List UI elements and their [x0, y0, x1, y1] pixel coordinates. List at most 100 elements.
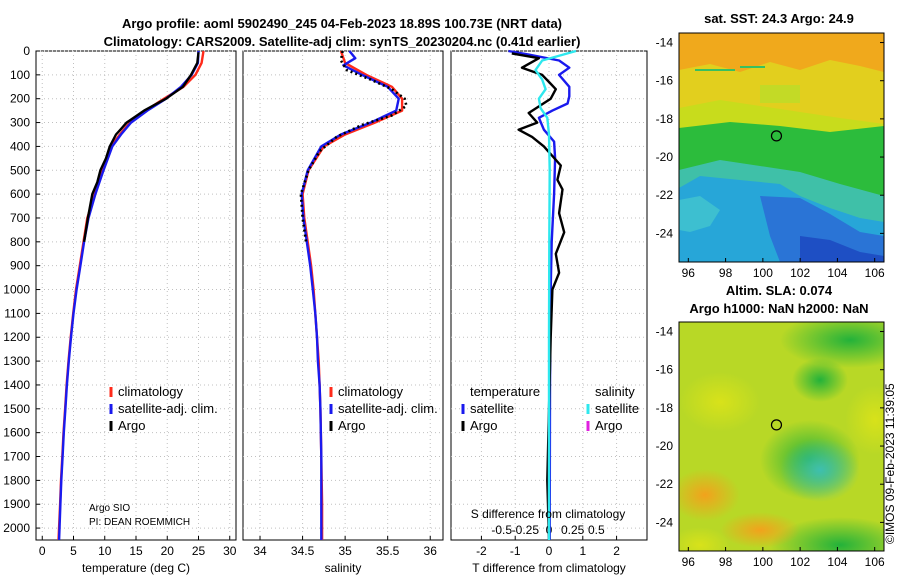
- legend-group-salinity: salinity: [595, 384, 635, 399]
- x-tick-label: 5: [70, 544, 77, 558]
- lon-tick-label: 98: [719, 555, 733, 569]
- sla-map-subtitle: Argo h1000: NaN h2000: NaN: [689, 301, 868, 316]
- credit-pi: PI: DEAN ROEMMICH: [89, 517, 190, 528]
- depth-tick-label: 500: [10, 163, 30, 177]
- x-tick-label: 34.5: [291, 544, 315, 558]
- legend-temp-satellite: satellite: [470, 401, 514, 416]
- legend-climatology: climatology: [338, 384, 404, 399]
- x-tick-label: 2: [613, 544, 620, 558]
- series-line-argo: [82, 52, 200, 242]
- depth-tick-label: 700: [10, 211, 30, 225]
- x-tick-label: 0: [546, 544, 553, 558]
- imos-timestamp: ©IMOS 09-Feb-2023 11:39:05: [883, 383, 897, 544]
- legend-climatology: climatology: [118, 384, 184, 399]
- x-tick-label: 35: [338, 544, 352, 558]
- series-line-climatology: [301, 50, 404, 540]
- sla-map: Altim. SLA: 0.074 Argo h1000: NaN h2000:…: [656, 283, 885, 569]
- temperature-grid: [36, 50, 236, 540]
- temperature-x-tick-labels: 0 5 10 15 20 25 30: [39, 544, 237, 558]
- lon-tick-label: 104: [827, 555, 847, 569]
- sla-map-argo-location-marker: [770, 419, 783, 431]
- legend-temp-argo: Argo: [470, 418, 497, 433]
- depth-tick-label: 1000: [3, 283, 30, 297]
- legend-argo: Argo: [338, 418, 365, 433]
- temperature-panel: 0100200300400500600700800900100011001200…: [3, 44, 236, 575]
- salinity-grid: [243, 50, 443, 540]
- legend-satellite-adj: satellite-adj. clim.: [338, 401, 438, 416]
- header-line1: Argo profile: aoml 5902490_245 04-Feb-20…: [122, 16, 562, 31]
- salinity-difference-tick-label: 0.25: [561, 523, 585, 537]
- legend-group-temperature: temperature: [470, 384, 540, 399]
- lat-tick-label: -14: [656, 36, 674, 50]
- x-tick-label: 36: [424, 544, 438, 558]
- x-tick-label: -2: [476, 544, 487, 558]
- sst-map-argo-location-marker: [770, 130, 783, 142]
- salinity-difference-label: S difference from climatology: [471, 507, 626, 521]
- x-tick-label: 35.5: [376, 544, 400, 558]
- lat-tick-label: -14: [656, 325, 674, 339]
- lon-tick-label: 106: [865, 555, 885, 569]
- salinity-legend: climatology satellite-adj. clim. Argo: [329, 384, 438, 433]
- x-tick-label: 1: [579, 544, 586, 558]
- salinity-difference-tick-label: 0.5: [588, 523, 605, 537]
- sst-map: sat. SST: 24.3 Argo: 24.9 96 98 100 102 104 1…: [656, 11, 885, 280]
- lon-tick-label: 102: [790, 266, 810, 280]
- lon-tick-label: 98: [719, 266, 733, 280]
- difference-x-axis-label: T difference from climatology: [472, 561, 626, 575]
- salinity-x-tick-labels: 34 34.5 35 35.5 36: [253, 544, 437, 558]
- lat-tick-label: -22: [656, 188, 674, 202]
- x-tick-label: 34: [253, 544, 267, 558]
- depth-tick-label: 1600: [3, 426, 30, 440]
- credit-institution: Argo SIO: [89, 503, 130, 514]
- depth-tick-label: 2000: [3, 521, 30, 535]
- x-tick-label: 10: [98, 544, 112, 558]
- lon-tick-label: 96: [682, 266, 696, 280]
- depth-tick-label: 800: [10, 235, 30, 249]
- salinity-difference-tick-label: -0.25: [512, 523, 540, 537]
- salinity-x-axis-label: salinity: [325, 561, 362, 575]
- sst-map-field: [679, 33, 884, 262]
- legend-argo: Argo: [118, 418, 145, 433]
- legend-sal-satellite: satellite: [595, 401, 639, 416]
- lon-tick-label: 100: [753, 555, 773, 569]
- depth-tick-label: 600: [10, 187, 30, 201]
- x-tick-label: 0: [39, 544, 46, 558]
- lat-tick-label: -16: [656, 363, 674, 377]
- series-line-temperature-argo: [511, 52, 566, 541]
- depth-tick-label: 1400: [3, 378, 30, 392]
- temperature-profile-lines: [57, 50, 205, 541]
- x-tick-label: 30: [223, 544, 237, 558]
- depth-tick-label: 1900: [3, 497, 30, 511]
- depth-tick-labels: 0 100 200 300 400 500 600 700 800 900 1000 1100 1200…: [3, 44, 30, 535]
- depth-tick-label: 1200: [3, 330, 30, 344]
- lon-tick-label: 102: [790, 555, 810, 569]
- lon-tick-label: 104: [827, 266, 847, 280]
- depth-tick-label: 1500: [3, 402, 30, 416]
- depth-tick-label: 100: [10, 68, 30, 82]
- salinity-axes-frame: [242, 50, 444, 541]
- series-line-argo: [299, 50, 408, 242]
- sla-map-frame: [678, 321, 885, 552]
- sst-map-lat-ticks: -14 -16 -18 -20 -22 -24: [656, 36, 884, 240]
- x-tick-label: 15: [129, 544, 143, 558]
- sst-map-lon-ticks: 96 98 100 102 104 106: [682, 258, 885, 280]
- depth-tick-label: 1100: [4, 306, 30, 320]
- temperature-legend: climatology satellite-adj. clim. Argo: [109, 384, 218, 433]
- sst-map-title: sat. SST: 24.3 Argo: 24.9: [704, 11, 854, 26]
- sla-map-lon-ticks: 96 98 100 102 104 106: [682, 547, 885, 569]
- sla-map-lat-ticks: -14 -16 -18 -20 -22 -24: [656, 325, 884, 529]
- series-line-temperature-satellite: [508, 49, 571, 541]
- sst-map-frame: [678, 32, 885, 263]
- x-tick-label: 25: [192, 544, 206, 558]
- lat-tick-label: -24: [656, 515, 674, 529]
- lat-tick-label: -22: [656, 477, 674, 491]
- lat-tick-label: -18: [656, 112, 674, 126]
- salinity-difference-tick-label: -0.5: [491, 523, 512, 537]
- depth-tick-label: 1800: [3, 473, 30, 487]
- difference-grid: [451, 50, 647, 540]
- header-line2: Climatology: CARS2009. Satellite-adj cli…: [104, 34, 581, 49]
- temperature-x-axis-label: temperature (deg C): [82, 561, 190, 575]
- lat-tick-label: -20: [656, 439, 674, 453]
